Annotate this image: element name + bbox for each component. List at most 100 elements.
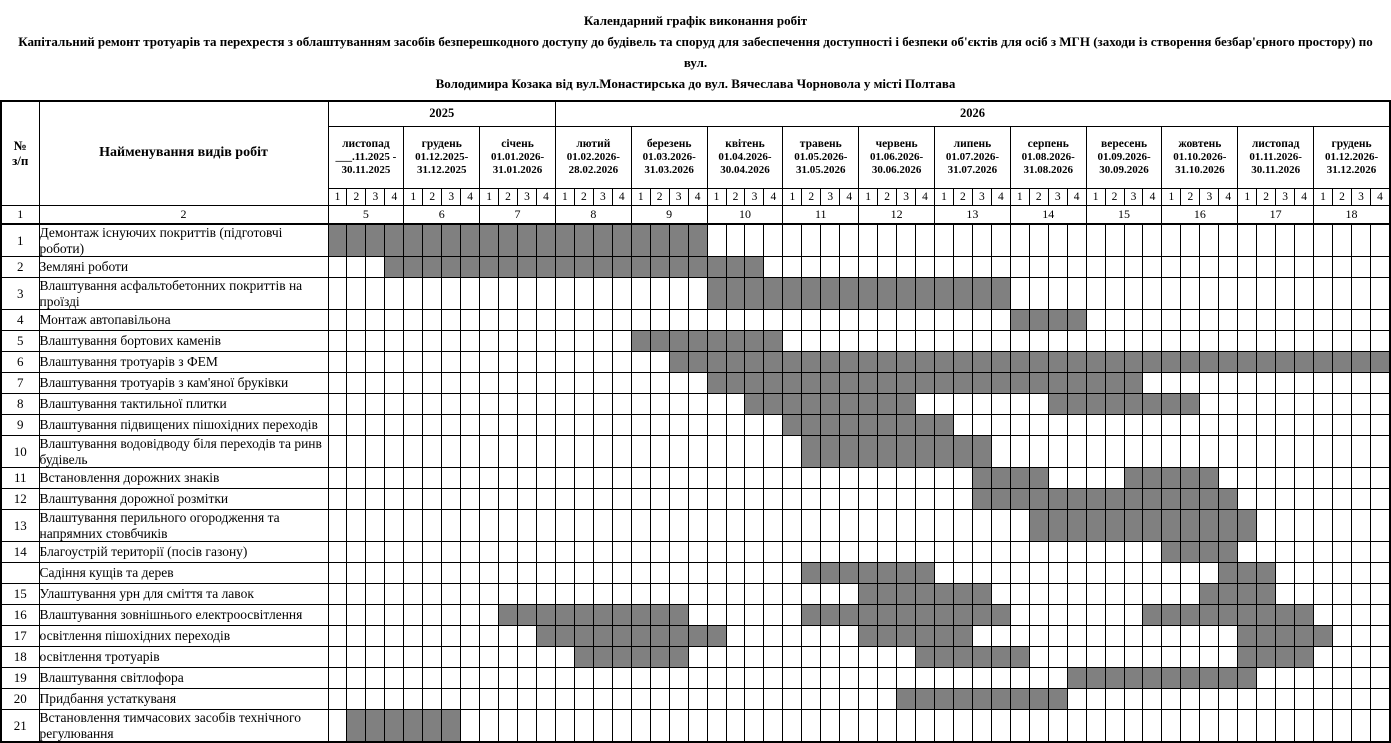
- gantt-empty-cell: [915, 541, 935, 563]
- gantt-empty-cell: [896, 509, 917, 542]
- gantt-empty-cell: [1256, 256, 1277, 278]
- gantt-empty-cell: [422, 688, 443, 710]
- gantt-empty-cell: [1009, 414, 1030, 436]
- gantt-empty-cell: [744, 688, 765, 710]
- gantt-bar-cell: [1199, 509, 1220, 542]
- task-number: 4: [0, 309, 40, 331]
- gantt-bar-cell: [1313, 351, 1334, 373]
- gantt-empty-cell: [971, 509, 992, 542]
- gantt-empty-cell: [611, 277, 632, 310]
- gantt-bar-cell: [896, 562, 917, 584]
- gantt-empty-cell: [327, 709, 348, 743]
- gantt-empty-cell: [820, 488, 841, 510]
- gantt-empty-cell: [1142, 688, 1163, 710]
- gantt-empty-cell: [384, 467, 405, 489]
- gantt-bar-cell: [915, 277, 935, 310]
- gantt-empty-cell: [630, 277, 651, 310]
- gantt-empty-cell: [782, 562, 803, 584]
- gantt-empty-cell: [858, 667, 879, 689]
- gantt-empty-cell: [1237, 709, 1258, 743]
- gantt-empty-cell: [554, 372, 575, 394]
- gantt-empty-cell: [422, 583, 443, 605]
- gantt-bar-cell: [1161, 488, 1182, 510]
- week-number-header: 1: [1313, 187, 1334, 206]
- gantt-empty-cell: [952, 509, 973, 542]
- gantt-empty-cell: [365, 330, 386, 352]
- gantt-empty-cell: [1161, 646, 1182, 668]
- gantt-bar-cell: [1104, 351, 1125, 373]
- gantt-empty-cell: [668, 667, 689, 689]
- gantt-bar-cell: [763, 351, 784, 373]
- gantt-bar-cell: [1047, 372, 1068, 394]
- gantt-empty-cell: [725, 562, 746, 584]
- gantt-bar-cell: [649, 646, 670, 668]
- gantt-empty-cell: [1332, 646, 1352, 668]
- gantt-empty-cell: [441, 583, 462, 605]
- gantt-empty-cell: [801, 488, 822, 510]
- gantt-empty-cell: [706, 604, 727, 626]
- gantt-empty-cell: [573, 309, 594, 331]
- gantt-bar-cell: [630, 646, 651, 668]
- gantt-empty-cell: [479, 414, 500, 436]
- gantt-empty-cell: [422, 330, 443, 352]
- gantt-empty-cell: [479, 435, 500, 468]
- month-header: травень 01.05.2026- 31.05.2026: [782, 125, 860, 189]
- gantt-empty-cell: [1369, 393, 1391, 415]
- gantt-bar-cell: [554, 223, 575, 257]
- gantt-empty-cell: [1313, 541, 1334, 563]
- gantt-empty-cell: [839, 667, 860, 689]
- gantt-bar-cell: [858, 625, 879, 647]
- gantt-empty-cell: [365, 667, 386, 689]
- gantt-empty-cell: [1161, 256, 1182, 278]
- gantt-empty-cell: [744, 509, 765, 542]
- gantt-empty-cell: [554, 709, 575, 743]
- month-date-range: 01.06.2026- 30.06.2026: [870, 151, 924, 176]
- gantt-bar-cell: [1180, 488, 1201, 510]
- month-name: березень: [646, 138, 692, 150]
- gantt-empty-cell: [592, 688, 613, 710]
- gantt-empty-cell: [327, 625, 348, 647]
- gantt-empty-cell: [971, 393, 992, 415]
- gantt-empty-cell: [1313, 256, 1334, 278]
- week-number-header: 2: [1104, 187, 1125, 206]
- gantt-bar-cell: [1104, 509, 1125, 542]
- gantt-empty-cell: [1123, 414, 1144, 436]
- gantt-bar-cell: [1275, 625, 1296, 647]
- gantt-empty-cell: [1275, 562, 1296, 584]
- gantt-empty-cell: [1142, 414, 1163, 436]
- week-number-header: 1: [1009, 187, 1030, 206]
- gantt-bar-cell: [1237, 667, 1258, 689]
- task-number: [0, 562, 40, 584]
- gantt-bar-cell: [990, 488, 1011, 510]
- gantt-empty-cell: [1313, 467, 1334, 489]
- gantt-bar-cell: [896, 351, 917, 373]
- gantt-empty-cell: [1256, 667, 1277, 689]
- gantt-empty-cell: [763, 625, 784, 647]
- gantt-empty-cell: [1028, 625, 1049, 647]
- gantt-empty-cell: [460, 309, 481, 331]
- gantt-empty-cell: [915, 488, 935, 510]
- gantt-empty-cell: [1085, 256, 1106, 278]
- gantt-empty-cell: [346, 625, 367, 647]
- gantt-bar-cell: [1123, 509, 1144, 542]
- project-description: Капітальний ремонт тротуарів та перехрес…: [18, 34, 1373, 70]
- gantt-empty-cell: [1332, 541, 1352, 563]
- gantt-bar-cell: [535, 625, 556, 647]
- gantt-bar-cell: [687, 223, 708, 257]
- gantt-bar-cell: [706, 277, 727, 310]
- gantt-empty-cell: [668, 562, 689, 584]
- gantt-empty-cell: [1218, 277, 1239, 310]
- gantt-bar-cell: [611, 223, 632, 257]
- week-number-header: 3: [1047, 187, 1068, 206]
- gantt-empty-cell: [782, 330, 803, 352]
- gantt-empty-cell: [1047, 541, 1068, 563]
- gantt-empty-cell: [687, 467, 708, 489]
- gantt-bar-cell: [706, 330, 727, 352]
- week-number-header: 4: [1066, 187, 1087, 206]
- gantt-empty-cell: [706, 488, 727, 510]
- week-number-header: 4: [1142, 187, 1163, 206]
- gantt-empty-cell: [1104, 604, 1125, 626]
- month-header: вересень 01.09.2026- 30.09.2026: [1085, 125, 1163, 189]
- task-name: Демонтаж існуючих покриттів (підготовчі …: [38, 223, 329, 257]
- task-number: 13: [0, 509, 40, 542]
